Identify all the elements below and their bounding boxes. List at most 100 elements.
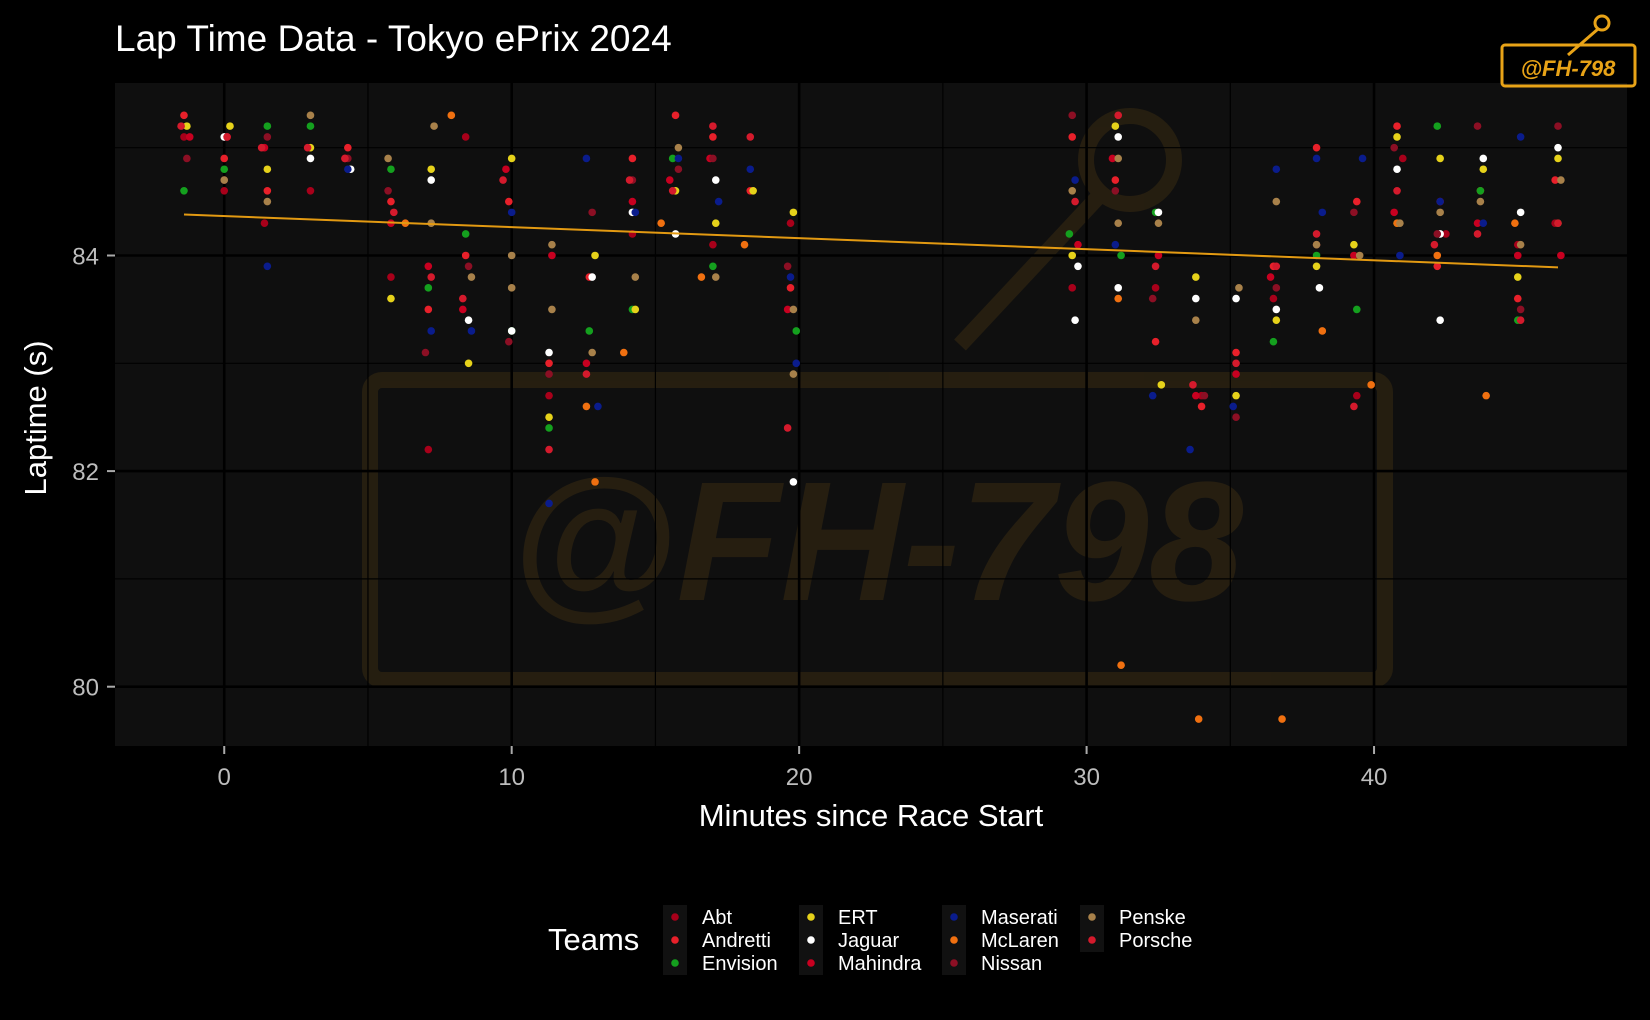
point-porsche bbox=[1393, 187, 1401, 195]
point-jaguar bbox=[1114, 284, 1123, 292]
point-envision bbox=[1476, 187, 1485, 195]
point-mclaren bbox=[591, 478, 599, 486]
legend-key-penske bbox=[1088, 913, 1096, 921]
point-andretti bbox=[628, 154, 637, 163]
watermark-logo: @FH-798 bbox=[1500, 14, 1637, 88]
point-penske bbox=[1114, 154, 1123, 163]
watermark-logo-text: @FH-798 bbox=[1521, 56, 1617, 81]
point-andretti bbox=[1312, 143, 1321, 152]
point-mclaren bbox=[1194, 715, 1203, 723]
point-maserati bbox=[1111, 240, 1120, 249]
trend-line bbox=[183, 213, 1559, 269]
point-penske bbox=[588, 348, 596, 357]
point-andretti bbox=[1393, 122, 1401, 130]
legend-key-jaguar bbox=[807, 936, 815, 944]
point-envision bbox=[545, 424, 553, 432]
point-nissan bbox=[1148, 294, 1157, 303]
point-maserati bbox=[545, 499, 553, 508]
point-maserati bbox=[344, 165, 352, 174]
point-ert bbox=[1513, 273, 1522, 281]
point-mclaren bbox=[582, 402, 591, 411]
point-ert bbox=[789, 208, 798, 217]
point-porsche bbox=[1232, 359, 1240, 368]
watermark-large: @FH-798 bbox=[362, 108, 1393, 688]
point-envision bbox=[709, 262, 717, 271]
point-porsche bbox=[390, 208, 398, 217]
point-mahindra bbox=[1390, 208, 1398, 217]
point-ert bbox=[1111, 122, 1120, 130]
point-porsche bbox=[746, 133, 755, 141]
point-ert bbox=[1272, 316, 1281, 324]
legend-key-envision bbox=[671, 959, 679, 967]
point-penske bbox=[1436, 208, 1444, 217]
point-maserati bbox=[582, 154, 591, 163]
point-andretti bbox=[220, 154, 229, 163]
point-abt bbox=[424, 445, 433, 454]
point-ert bbox=[1554, 154, 1562, 163]
point-envision bbox=[461, 230, 470, 238]
point-nissan bbox=[1473, 122, 1482, 130]
point-porsche bbox=[1350, 402, 1358, 411]
point-mclaren bbox=[1433, 251, 1442, 260]
point-mahindra bbox=[1513, 251, 1522, 260]
point-envision bbox=[1433, 122, 1442, 130]
point-nissan bbox=[464, 262, 473, 271]
y-tick-label: 82 bbox=[72, 459, 99, 486]
point-maserati bbox=[1358, 154, 1367, 163]
point-nissan bbox=[674, 165, 683, 174]
point-jaguar bbox=[789, 478, 798, 486]
point-penske bbox=[1154, 219, 1163, 227]
point-nissan bbox=[421, 348, 430, 357]
point-maserati bbox=[1436, 197, 1444, 206]
point-mahindra bbox=[1266, 273, 1275, 281]
point-ert bbox=[1232, 391, 1240, 400]
x-tick-label: 30 bbox=[1073, 764, 1100, 791]
point-nissan bbox=[1433, 230, 1442, 238]
point-envision bbox=[668, 154, 677, 163]
point-ert bbox=[711, 219, 720, 227]
point-penske bbox=[711, 273, 720, 281]
point-jaguar bbox=[1315, 284, 1324, 292]
point-abt bbox=[1151, 284, 1160, 292]
point-andretti bbox=[1513, 294, 1522, 303]
point-jaguar bbox=[1071, 316, 1079, 324]
point-abt bbox=[461, 133, 470, 141]
point-mclaren bbox=[1278, 715, 1286, 723]
point-ert bbox=[464, 359, 473, 368]
point-abt bbox=[387, 273, 395, 281]
point-maserati bbox=[1312, 154, 1321, 163]
point-andretti bbox=[1151, 337, 1160, 346]
point-penske bbox=[384, 154, 392, 163]
point-ert bbox=[1479, 165, 1488, 174]
point-mahindra bbox=[185, 133, 194, 141]
point-mahindra bbox=[1232, 370, 1240, 378]
point-penske bbox=[1312, 240, 1321, 249]
point-porsche bbox=[1473, 230, 1482, 238]
point-mclaren bbox=[657, 219, 665, 227]
point-envision bbox=[387, 165, 395, 174]
point-jaguar bbox=[1074, 262, 1082, 271]
point-jaguar bbox=[1192, 294, 1200, 303]
point-envision bbox=[180, 187, 188, 195]
point-jaguar bbox=[1393, 165, 1401, 174]
chart-title: Lap Time Data - Tokyo ePrix 2024 bbox=[115, 18, 672, 59]
point-andretti bbox=[387, 197, 395, 206]
point-porsche bbox=[223, 133, 231, 141]
point-maserati bbox=[1272, 165, 1281, 174]
point-mclaren bbox=[1117, 661, 1125, 669]
point-penske bbox=[1355, 251, 1364, 260]
point-abt bbox=[545, 391, 553, 400]
point-andretti bbox=[709, 133, 717, 141]
legend-title: Teams bbox=[548, 922, 639, 957]
legend-label-envision: Envision bbox=[702, 953, 778, 975]
point-nissan bbox=[1232, 413, 1240, 421]
point-mahindra bbox=[1108, 154, 1117, 163]
point-penske bbox=[467, 273, 476, 281]
point-nissan bbox=[1390, 143, 1398, 152]
point-maserati bbox=[674, 154, 683, 163]
point-porsche bbox=[783, 424, 792, 432]
point-ert bbox=[1436, 154, 1444, 163]
legend-label-mahindra: Mahindra bbox=[838, 953, 922, 975]
point-penske bbox=[631, 273, 640, 281]
point-maserati bbox=[1071, 176, 1079, 184]
